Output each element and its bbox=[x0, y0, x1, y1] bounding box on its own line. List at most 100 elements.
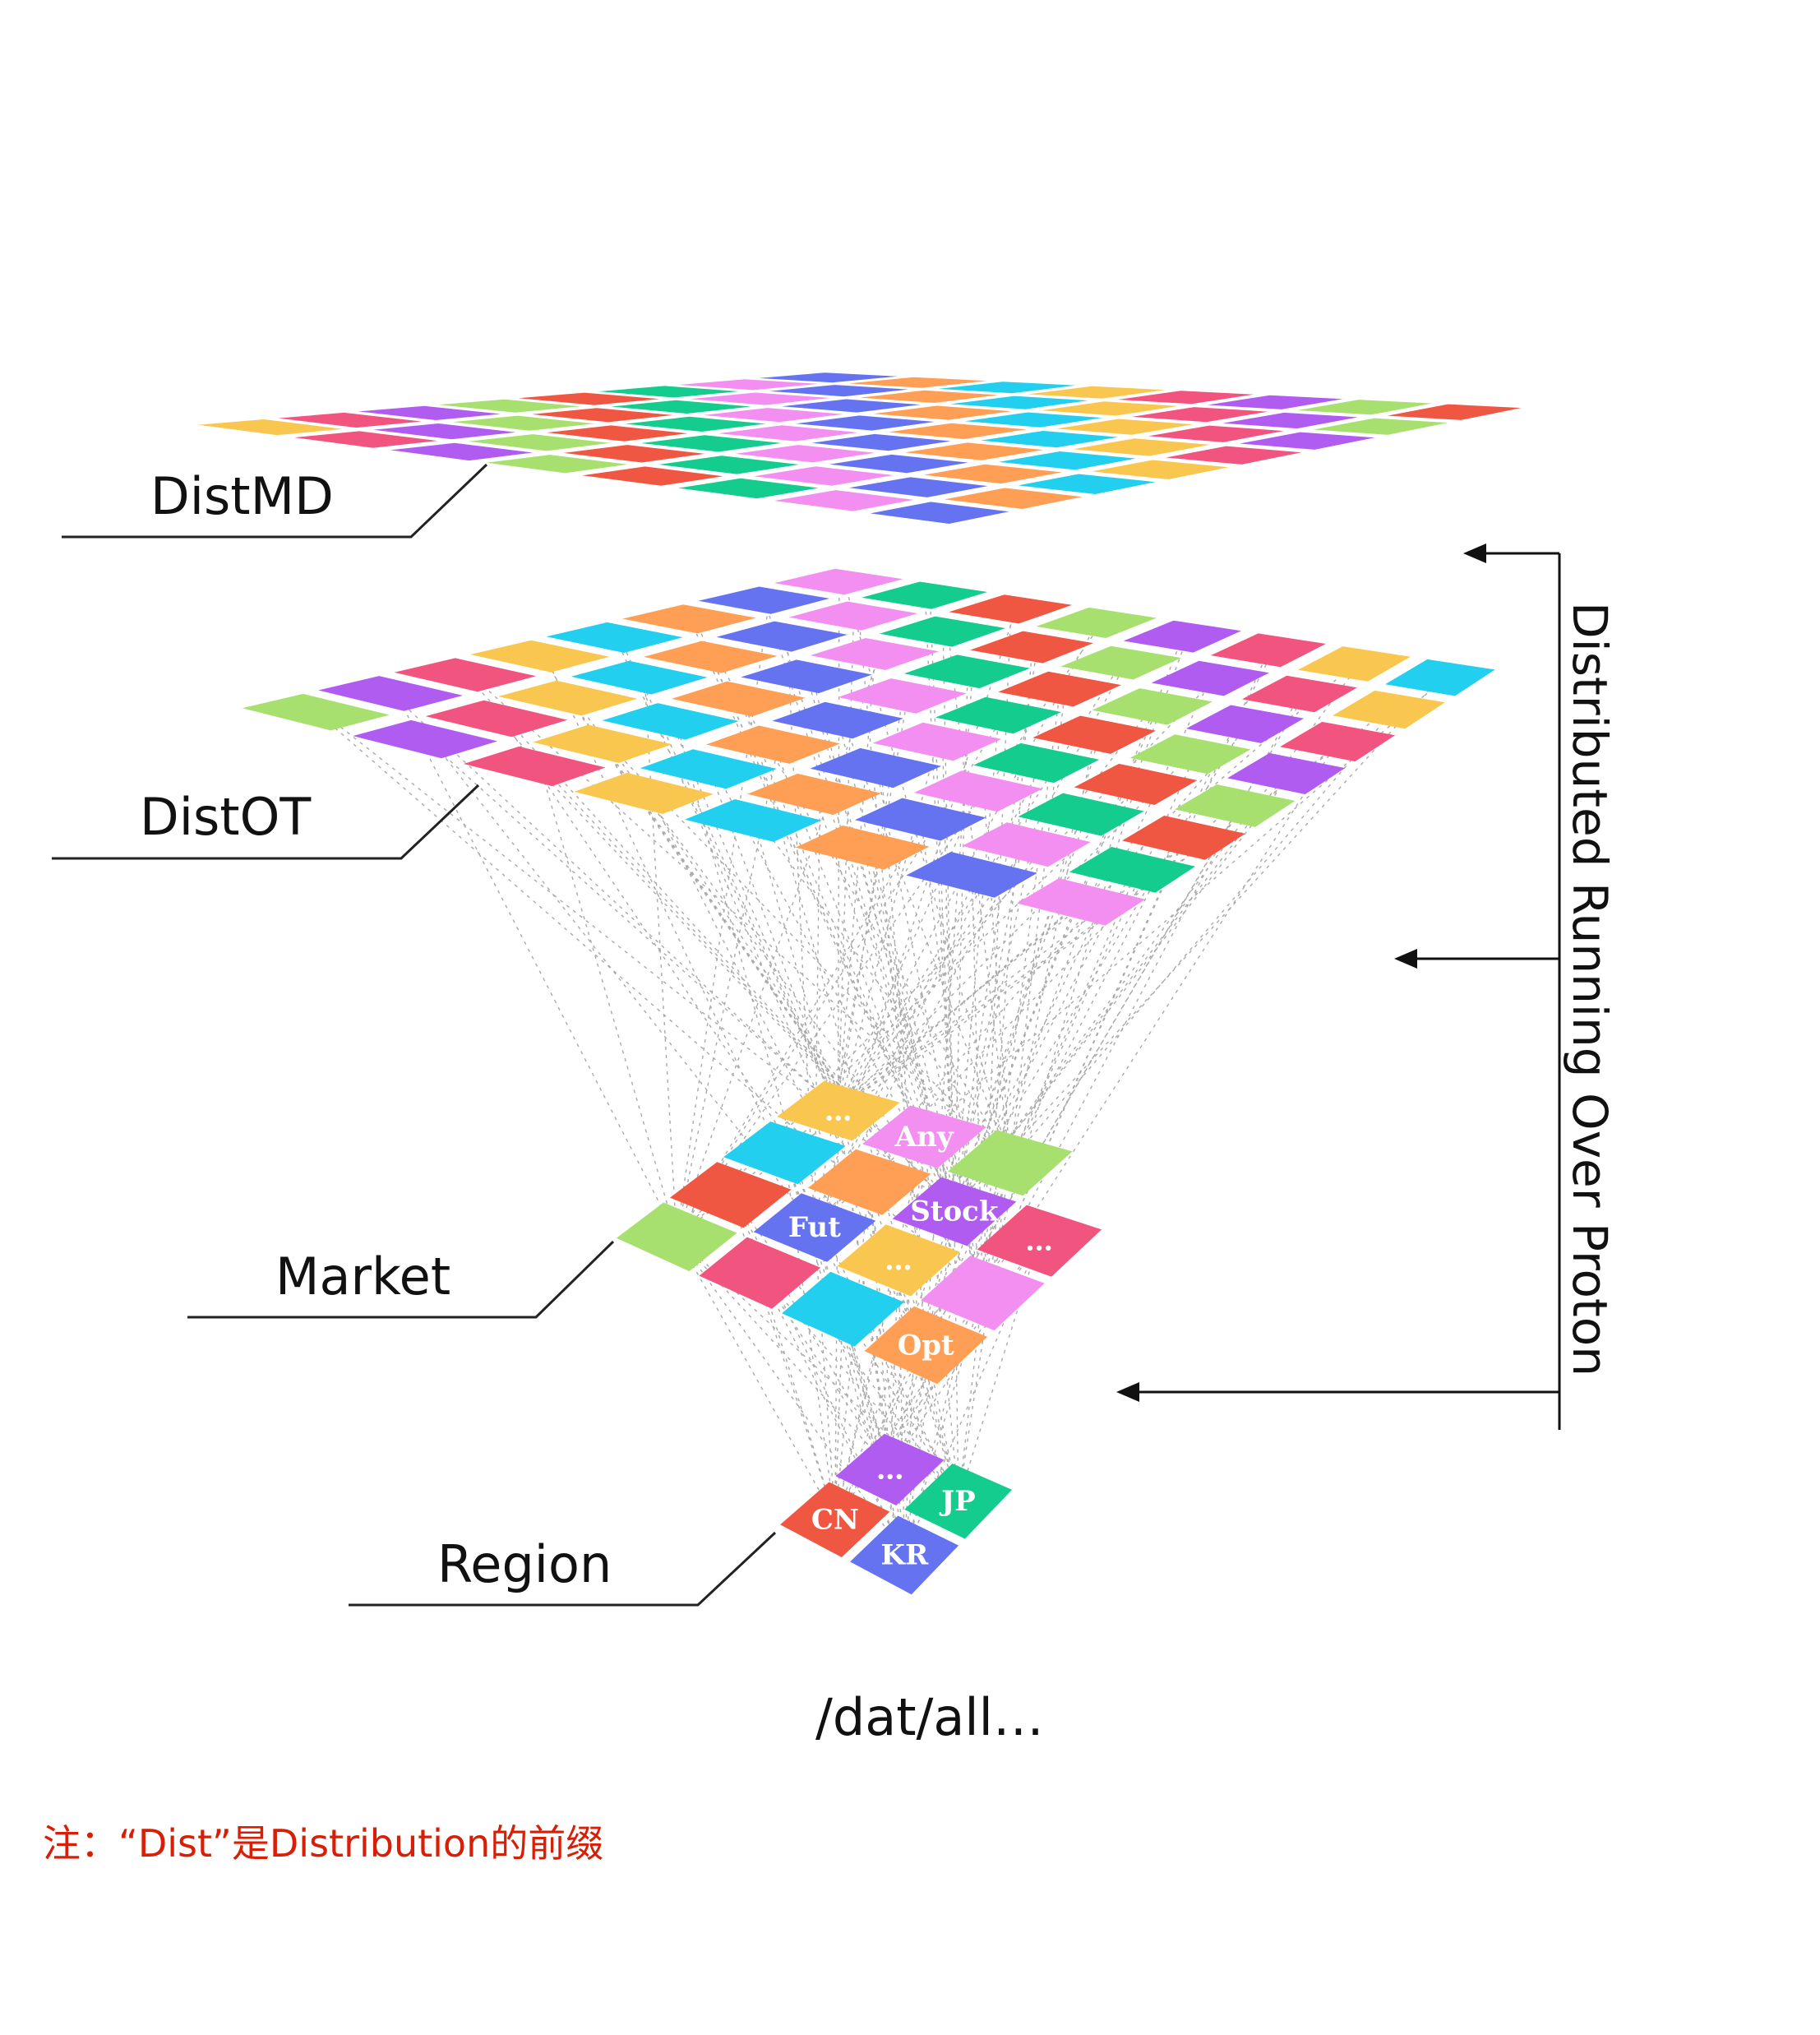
distot-tile bbox=[1280, 721, 1396, 762]
market-tile-label-ellipsis-top: … bbox=[825, 1094, 852, 1127]
distot-tile bbox=[880, 616, 1005, 647]
distmd-leader-line bbox=[62, 463, 488, 539]
distot-tile bbox=[498, 680, 638, 716]
distot-tile bbox=[644, 641, 778, 673]
distot-tile bbox=[1210, 633, 1326, 668]
region-tile bbox=[835, 1433, 945, 1505]
distmd-tile bbox=[452, 415, 594, 431]
market-tile bbox=[782, 1271, 904, 1347]
market-region-connector bbox=[889, 1135, 925, 1469]
distmd-tile bbox=[658, 456, 799, 474]
distmd-tile bbox=[1166, 446, 1302, 465]
distot-tile bbox=[1122, 816, 1245, 860]
market-tile bbox=[977, 1205, 1102, 1277]
market-region-connector bbox=[814, 1227, 836, 1519]
market-tile bbox=[699, 1237, 821, 1309]
distot-tile bbox=[698, 586, 830, 614]
distot-label: DistOT bbox=[140, 787, 312, 847]
market-region-connector bbox=[842, 1308, 905, 1555]
market-region-connector bbox=[834, 1210, 955, 1519]
distot-market-connector bbox=[758, 820, 1011, 1163]
distmd-tile bbox=[469, 434, 611, 451]
market-region-connector bbox=[759, 1272, 891, 1469]
distot-market-connector bbox=[814, 762, 1043, 1228]
distot-tile bbox=[242, 693, 390, 731]
distot-market-connector bbox=[539, 765, 677, 1237]
distmd-tile bbox=[486, 455, 628, 474]
market-tile bbox=[864, 1306, 988, 1385]
distot-market-connector bbox=[838, 709, 1390, 1111]
distmd-tile bbox=[611, 400, 751, 414]
distot-market-connector bbox=[838, 805, 1236, 1111]
distot-tile bbox=[1241, 675, 1357, 713]
distmd-tile bbox=[964, 412, 1102, 428]
distot-market-connector bbox=[954, 813, 1083, 1211]
distot-tile bbox=[394, 658, 537, 692]
distot-market-connector bbox=[715, 656, 1011, 1163]
market-tile-label-fut: Fut bbox=[788, 1211, 841, 1244]
distot-tile bbox=[1016, 878, 1146, 926]
distot-market-connector bbox=[1009, 709, 1395, 1163]
distmd-tile bbox=[938, 382, 1076, 394]
distot-tile bbox=[949, 594, 1073, 624]
distot-market-connector bbox=[838, 615, 855, 1111]
distmd-tile bbox=[1073, 438, 1210, 456]
distmd-tile bbox=[998, 451, 1136, 470]
region-tile-label-jp: JP bbox=[939, 1485, 976, 1518]
distot-tile bbox=[470, 640, 610, 673]
distot-market-connector bbox=[614, 636, 839, 1111]
distot-market-connector bbox=[954, 663, 1360, 1212]
distmd-tile bbox=[796, 415, 935, 431]
distmd-tile bbox=[1132, 407, 1268, 423]
market-region-connector bbox=[889, 1259, 899, 1469]
distot-market-connector bbox=[395, 692, 677, 1237]
distot-market-connector bbox=[689, 618, 955, 1211]
distmd-tile bbox=[390, 442, 533, 461]
dist-prefix-note: 注：“Dist”是Distribution的前缀 bbox=[43, 1821, 603, 1866]
distmd-tile bbox=[518, 392, 660, 405]
distot-tile bbox=[903, 654, 1030, 689]
distot-market-connector bbox=[982, 784, 1137, 1293]
distot-tile bbox=[672, 681, 806, 717]
distot-market-connector bbox=[982, 688, 1061, 1293]
region-label: Region bbox=[437, 1534, 612, 1594]
arrow-to-distmd bbox=[1463, 543, 1486, 563]
distmd-tile bbox=[774, 490, 914, 511]
market-tile bbox=[807, 1149, 931, 1215]
distot-tile bbox=[788, 601, 918, 631]
distot-tile bbox=[935, 696, 1061, 734]
market-tile bbox=[892, 1177, 1017, 1246]
market-tile bbox=[616, 1202, 737, 1272]
distmd-tile bbox=[198, 419, 343, 436]
distot-tile bbox=[854, 798, 986, 841]
distmd-tile bbox=[563, 445, 705, 463]
distot-tile bbox=[640, 749, 777, 789]
distot-tile bbox=[962, 822, 1091, 867]
distmd-tile bbox=[848, 377, 987, 388]
distot-market-connector bbox=[838, 622, 1098, 1111]
distot-tile bbox=[463, 746, 606, 787]
market-tile-label-ellipsis-mid: … bbox=[885, 1244, 912, 1277]
market-region-connector bbox=[834, 1308, 843, 1519]
distot-market-connector bbox=[534, 765, 955, 1212]
market-tile-label-stock: Stock bbox=[910, 1196, 1000, 1228]
distot-tile bbox=[906, 852, 1037, 898]
distot-tile bbox=[318, 676, 463, 711]
distot-market-connector bbox=[607, 742, 1011, 1163]
region-tile bbox=[780, 1482, 890, 1557]
distot-market-connector bbox=[425, 738, 839, 1111]
distmd-tile bbox=[873, 405, 1012, 420]
distot-market-connector bbox=[676, 715, 1005, 1237]
distmd-tile bbox=[438, 399, 580, 413]
distmd-tile bbox=[950, 395, 1088, 409]
distot-tile bbox=[810, 747, 942, 789]
distmd-tile bbox=[811, 433, 951, 451]
distmd-tile bbox=[1056, 419, 1194, 435]
distot-market-connector bbox=[942, 631, 955, 1211]
distmd-label: DistMD bbox=[150, 466, 334, 526]
market-region-connector bbox=[759, 1272, 836, 1519]
distmd-tile bbox=[718, 425, 858, 442]
distot-tile bbox=[425, 700, 568, 738]
market-region-connector bbox=[729, 1194, 891, 1469]
market-tile-label-opt: Opt bbox=[898, 1329, 954, 1362]
